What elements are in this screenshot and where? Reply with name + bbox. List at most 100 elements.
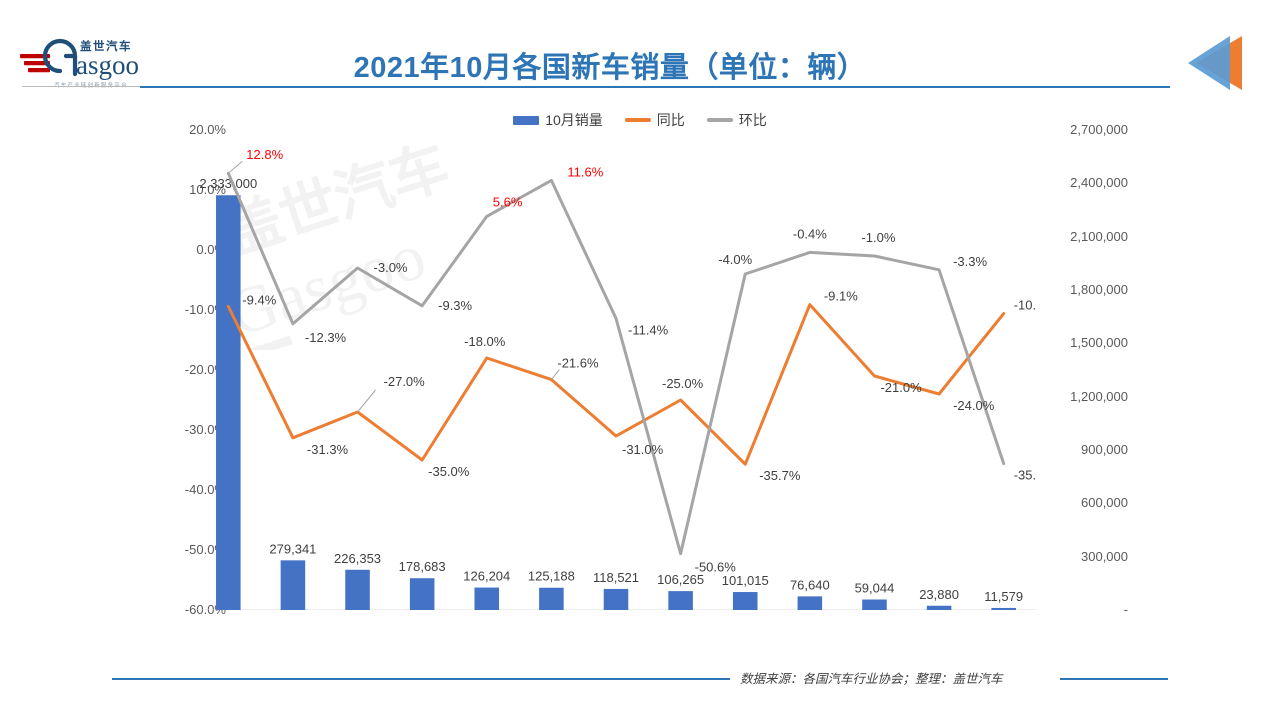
- bar-value-label: 76,640: [790, 577, 830, 592]
- y-tick-right: 1,500,000: [1070, 335, 1128, 351]
- y-tick-right: 2,100,000: [1070, 228, 1128, 244]
- bar[interactable]: [474, 587, 500, 610]
- mom-line[interactable]: [226, 171, 1006, 556]
- gasgoo-logo-icon: asgoo 盖世汽车 汽车产业链创新服务平台: [20, 38, 139, 89]
- bar[interactable]: [603, 588, 629, 610]
- yoy-value-label: -27.0%: [384, 374, 426, 389]
- mom-value-label: -0.4%: [793, 226, 827, 241]
- yoy-value-label: -9.1%: [824, 289, 858, 304]
- legend-item-yoy[interactable]: 同比: [624, 110, 685, 130]
- y-tick-right: 600,000: [1081, 495, 1128, 511]
- yoy-value-label: -9.4%: [242, 292, 276, 307]
- y-tick-left: -10.0%: [184, 302, 226, 317]
- bar[interactable]: [539, 587, 564, 610]
- yoy-value-label: -35.0%: [428, 464, 470, 479]
- bar-value-label: 226,353: [334, 551, 381, 566]
- y-tick-left: -30.0%: [184, 422, 226, 437]
- yoy-value-label: -35.7%: [759, 468, 801, 483]
- svg-text:汽车产业链创新服务平台: 汽车产业链创新服务平台: [54, 81, 128, 89]
- legend-swatch-sales: [513, 115, 540, 125]
- yoy-value-label: -21.0%: [880, 380, 922, 395]
- label-leader-line: [357, 389, 376, 413]
- bar[interactable]: [862, 599, 887, 610]
- page-title: 2021年10月各国新车销量（单位：辆）: [353, 52, 867, 84]
- chart-canvas: 盖世汽车 Gasgoo 2,333,000 279,341 226,353 178,6…: [196, 130, 1036, 610]
- yoy-value-label: -10.6%: [1014, 298, 1036, 313]
- y-axis-right: 2,700,000 2,400,000 2,100,000 1,800,000 1,50…: [1044, 122, 1130, 617]
- bar-value-label: 178,683: [399, 559, 446, 574]
- bar[interactable]: [732, 592, 758, 610]
- label-leader-line: [550, 369, 560, 380]
- y-tick-right: 2,400,000: [1070, 175, 1128, 191]
- mom-value-label: -9.3%: [438, 298, 472, 313]
- bar-value-label: 2,333,000: [199, 176, 257, 191]
- legend-swatch-yoy: [624, 118, 651, 122]
- legend-label-yoy: 同比: [656, 112, 685, 128]
- svg-text:asgoo: asgoo: [76, 50, 139, 80]
- chart-legend: 10月销量 同比 环比: [0, 110, 1280, 130]
- y-tick-left: -20.0%: [184, 362, 226, 377]
- bar[interactable]: [668, 591, 693, 610]
- y-tick-left: -50.0%: [184, 542, 226, 557]
- y-tick-left: 20.0%: [189, 122, 226, 137]
- bar[interactable]: [216, 195, 241, 610]
- double-triangle-left-icon: [1186, 32, 1270, 94]
- yoy-value-label: -18.0%: [464, 334, 506, 349]
- page-header: asgoo 盖世汽车 汽车产业链创新服务平台 2021年10月各国新车销量（单位…: [0, 0, 1280, 100]
- bar-value-label: 59,044: [855, 581, 895, 596]
- mom-value-label: -35.6%: [1014, 468, 1036, 483]
- mom-value-label: -11.4%: [628, 322, 669, 337]
- mom-value-label: 11.6%: [567, 164, 603, 179]
- y-tick-left: -40.0%: [184, 482, 226, 497]
- y-tick-right: 300,000: [1081, 548, 1128, 564]
- y-tick-right: 1,200,000: [1070, 388, 1128, 404]
- mom-value-label: -3.3%: [953, 254, 987, 269]
- chart-plot-area: 20.0% 10.0% 0.0% -10.0% -20.0% -30.0% -40.0% -5…: [0, 122, 1280, 650]
- bar-value-label: 279,341: [269, 541, 316, 556]
- y-tick-left: 10.0%: [189, 182, 226, 197]
- logo-underline: [22, 86, 140, 87]
- legend-item-mom[interactable]: 环比: [706, 110, 767, 130]
- mom-value-label: -50.6%: [695, 560, 737, 575]
- gasgoo-logo: asgoo 盖世汽车 汽车产业链创新服务平台: [18, 30, 148, 92]
- yoy-value-label: -31.0%: [622, 442, 664, 457]
- bar-value-label: 118,521: [593, 570, 639, 585]
- bar[interactable]: [280, 560, 306, 610]
- bar-value-label: 23,880: [919, 587, 959, 602]
- legend-label-sales: 10月销量: [545, 112, 603, 128]
- legend-swatch-mom: [706, 118, 733, 122]
- mom-value-label: 5.6%: [493, 194, 523, 209]
- yoy-value-label: -21.6%: [557, 356, 599, 371]
- bar[interactable]: [797, 596, 823, 610]
- bar[interactable]: [345, 569, 370, 610]
- bar[interactable]: [409, 578, 435, 610]
- y-tick-right: 2,700,000: [1070, 122, 1128, 137]
- bar[interactable]: [991, 607, 1016, 610]
- mom-value-label: -12.3%: [305, 330, 347, 345]
- yoy-line[interactable]: [226, 303, 1006, 466]
- legend-item-sales[interactable]: 10月销量: [513, 110, 603, 130]
- bar-value-label: 101,015: [722, 573, 769, 588]
- y-tick-right: 1,800,000: [1070, 282, 1128, 297]
- legend-label-mom: 环比: [738, 112, 767, 128]
- svg-text:盖世汽车: 盖世汽车: [80, 39, 132, 53]
- yoy-value-label: -25.0%: [662, 376, 704, 391]
- mom-value-label: 12.8%: [246, 147, 283, 162]
- bar-value-label: 11,579: [984, 589, 1023, 604]
- yoy-value-label: -31.3%: [307, 442, 349, 457]
- bar-value-label: 125,188: [528, 569, 575, 584]
- bar[interactable]: [926, 605, 952, 610]
- y-axis-left: 20.0% 10.0% 0.0% -10.0% -20.0% -30.0% -40.0% -5…: [150, 122, 236, 617]
- bar-value-label: 126,204: [463, 569, 510, 584]
- label-leader-line: [227, 160, 243, 174]
- footer-rule-right: [1060, 678, 1168, 680]
- footer-rule-left: [112, 678, 730, 680]
- bar-value-label: 106,265: [657, 572, 704, 587]
- mom-value-label: -4.0%: [718, 252, 752, 267]
- title-underline: [140, 86, 1170, 88]
- source-note: 数据来源：各国汽车行业协会；整理：盖世汽车: [740, 672, 1003, 686]
- y-tick-right: -: [1123, 602, 1128, 617]
- mom-value-label: -1.0%: [861, 230, 895, 245]
- mom-value-label: -3.0%: [374, 260, 408, 275]
